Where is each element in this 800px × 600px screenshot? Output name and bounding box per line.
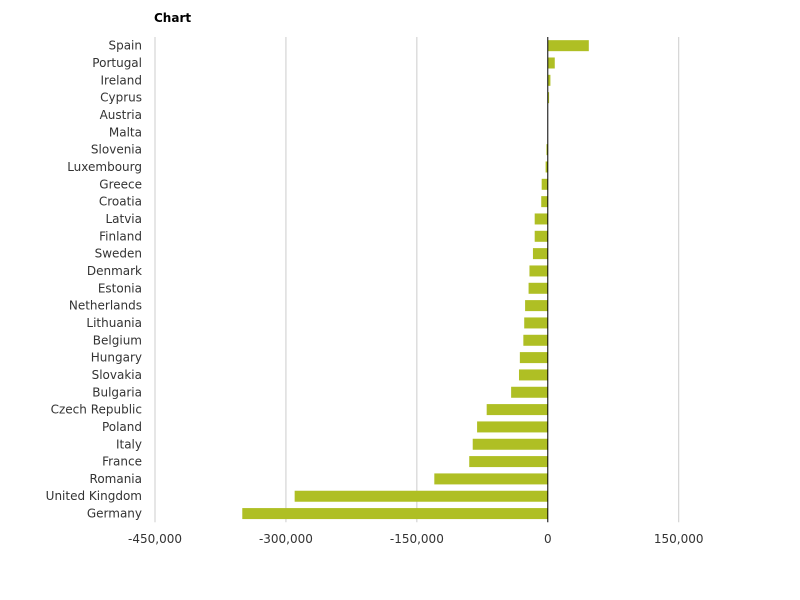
- grid-lines: [154, 37, 680, 523]
- category-label: Croatia: [99, 195, 142, 209]
- category-label: Belgium: [93, 333, 142, 347]
- bar: [547, 92, 550, 104]
- category-label: Portugal: [92, 56, 142, 70]
- bar: [534, 213, 548, 225]
- bar: [523, 334, 548, 346]
- category-label: Romania: [90, 472, 142, 486]
- category-label: Poland: [102, 420, 142, 434]
- bar: [434, 473, 548, 485]
- bar: [472, 438, 548, 450]
- bar: [532, 248, 548, 260]
- category-label: France: [102, 455, 142, 469]
- category-label: Spain: [108, 39, 142, 53]
- x-tick-label: -450,000: [128, 532, 182, 546]
- x-tick-label: 0: [544, 532, 552, 546]
- x-tick-label: -150,000: [390, 532, 444, 546]
- category-label: Germany: [87, 507, 142, 521]
- bar: [547, 57, 555, 69]
- chart-title: Chart: [154, 11, 192, 25]
- x-tick-labels: -450,000 -300,000 -150,000 0 150,000: [128, 532, 704, 546]
- bar: [547, 74, 551, 86]
- category-label: Italy: [116, 437, 142, 451]
- bar: [541, 178, 548, 190]
- category-label: Latvia: [105, 212, 142, 226]
- category-label: Netherlands: [69, 299, 142, 313]
- category-label: Austria: [100, 108, 142, 122]
- bar: [541, 196, 548, 208]
- x-tick-label: 150,000: [654, 532, 704, 546]
- category-label: Malta: [109, 125, 142, 139]
- bar: [486, 404, 548, 416]
- bar: [547, 40, 589, 52]
- bar: [519, 352, 548, 364]
- x-tick-label: -300,000: [259, 532, 313, 546]
- category-label: Hungary: [91, 351, 142, 365]
- bar: [528, 282, 548, 294]
- category-label: Estonia: [98, 281, 142, 295]
- bar: [294, 490, 548, 502]
- bars: [242, 40, 589, 520]
- category-label: Bulgaria: [92, 385, 142, 399]
- bar: [529, 265, 548, 277]
- bar: [511, 386, 548, 398]
- bar: [242, 508, 548, 520]
- category-labels: Spain Portugal Ireland Cyprus Austria Malta Sl…: [46, 39, 142, 521]
- category-label: Ireland: [100, 73, 142, 87]
- category-label: Lithuania: [86, 316, 142, 330]
- category-label: Luxembourg: [67, 160, 142, 174]
- category-label: United Kingdom: [46, 489, 142, 503]
- bar: [477, 421, 548, 433]
- bar: [524, 317, 548, 329]
- category-label: Cyprus: [100, 91, 142, 105]
- bar: [518, 369, 548, 381]
- bar: [534, 230, 548, 242]
- category-label: Slovakia: [92, 368, 142, 382]
- category-label: Slovenia: [91, 143, 142, 157]
- bar: [545, 161, 548, 173]
- bar: [546, 144, 548, 156]
- category-label: Sweden: [95, 247, 142, 261]
- bar: [469, 456, 548, 468]
- category-label: Greece: [99, 177, 142, 191]
- category-label: Finland: [99, 229, 142, 243]
- category-label: Czech Republic: [51, 403, 142, 417]
- bar: [525, 300, 548, 312]
- category-label: Denmark: [87, 264, 142, 278]
